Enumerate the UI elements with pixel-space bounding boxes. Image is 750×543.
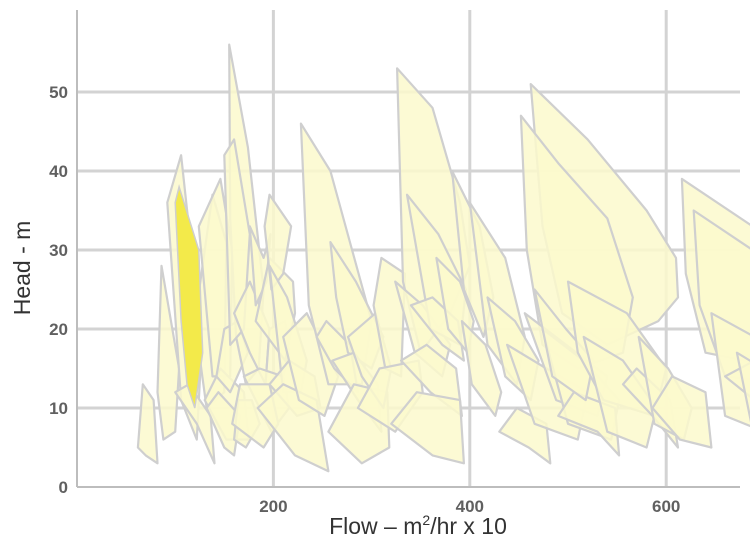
x-tick-label-400: 400: [456, 497, 484, 516]
pump-range-area-50: [533, 288, 595, 402]
tick-labels: 2004006008001000120001020304050: [49, 83, 680, 516]
x-tick-label-200: 200: [259, 497, 287, 516]
x-axis-title-main: Flow – m: [329, 513, 422, 539]
pump-range-area-1: [136, 383, 159, 465]
highlight-group: [174, 184, 204, 409]
pump-range-area-40: [460, 320, 503, 417]
pump-range-area-23: [282, 312, 340, 417]
y-tick-label-30: 30: [49, 241, 68, 260]
pump-range-area-58: [710, 312, 750, 428]
axes: [76, 10, 740, 488]
y-tick-label-20: 20: [49, 320, 68, 339]
pump-range-area-37: [390, 391, 465, 465]
pump-range-area-60: [735, 351, 750, 423]
highlighted-pump-range-area: [174, 184, 204, 409]
pump-range-area-55: [651, 375, 713, 449]
y-tick-label-0: 0: [59, 478, 68, 497]
pump-range-area-52: [582, 335, 658, 449]
pump-range-area-2: [156, 264, 181, 441]
y-axis-title: Head - m: [9, 221, 35, 316]
x-axis-title: Flow – m2/hr x 10: [329, 512, 507, 539]
pump-range-area-4: [174, 383, 216, 465]
y-tick-label-10: 10: [49, 399, 68, 418]
series-group: [136, 43, 750, 473]
x-axis-title-superscript: 2: [422, 512, 430, 528]
y-tick-label-50: 50: [49, 83, 68, 102]
x-tick-label-600: 600: [652, 497, 680, 516]
y-tick-label-40: 40: [49, 162, 68, 181]
x-axis-title-rest: /hr x 10: [430, 513, 507, 539]
